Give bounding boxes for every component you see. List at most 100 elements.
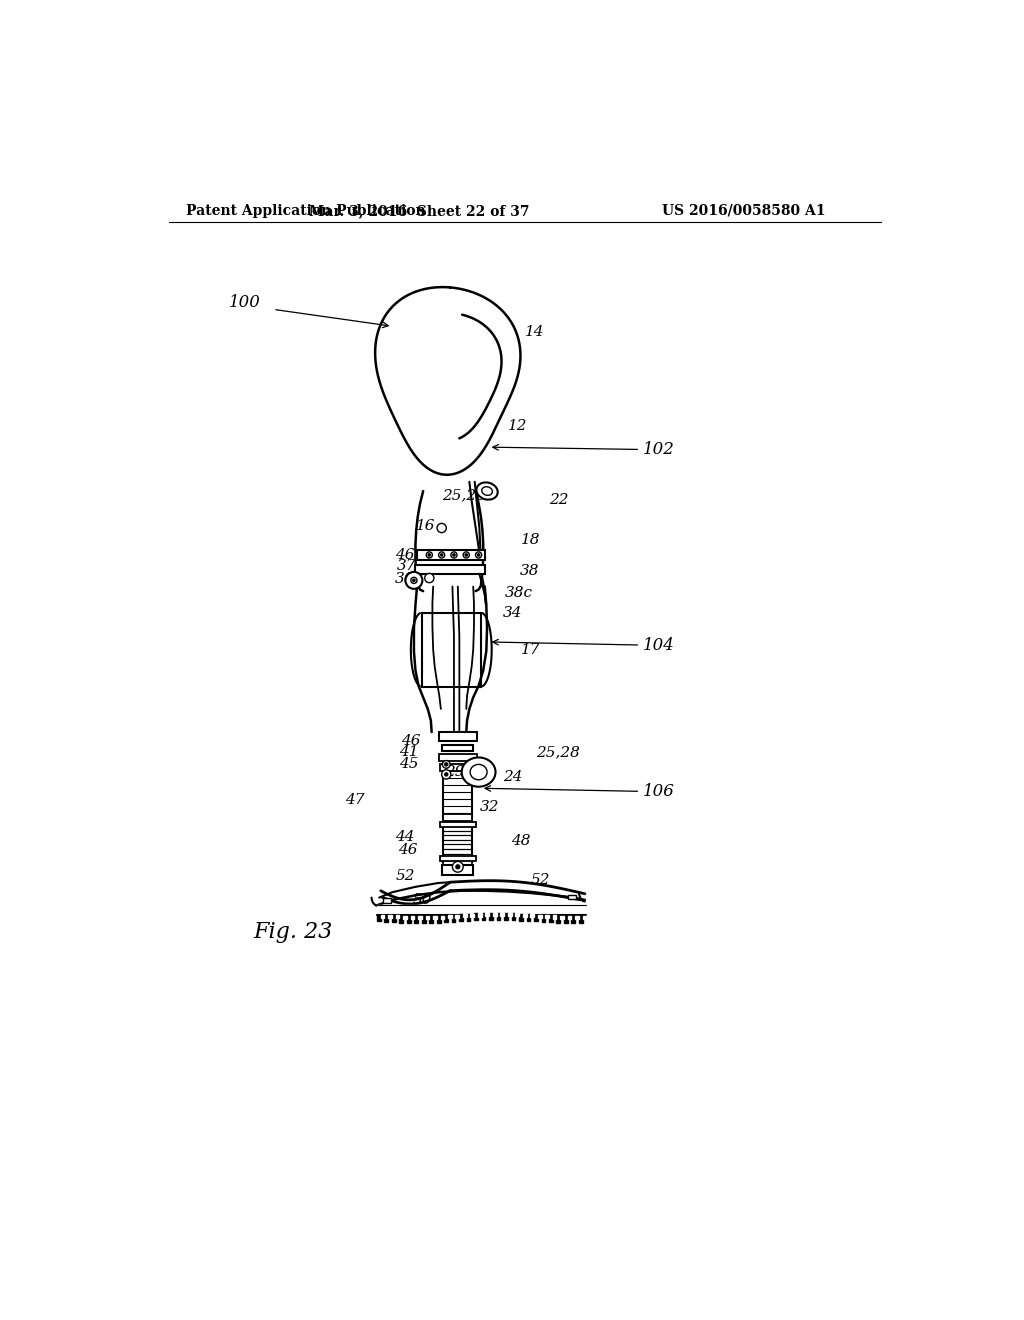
Text: 46: 46 — [397, 843, 417, 857]
Circle shape — [444, 774, 447, 776]
Text: 25,26: 25,26 — [442, 488, 486, 502]
Text: 14: 14 — [524, 325, 545, 339]
Polygon shape — [463, 915, 467, 917]
FancyBboxPatch shape — [440, 822, 475, 826]
Text: 45: 45 — [399, 758, 419, 771]
Polygon shape — [467, 913, 470, 921]
Circle shape — [453, 554, 455, 556]
FancyBboxPatch shape — [416, 565, 484, 574]
Ellipse shape — [462, 758, 496, 787]
Polygon shape — [392, 915, 395, 923]
Circle shape — [411, 577, 417, 583]
Polygon shape — [440, 916, 444, 919]
Polygon shape — [485, 913, 489, 916]
Text: 102: 102 — [643, 441, 675, 458]
Polygon shape — [545, 915, 549, 919]
Circle shape — [442, 760, 451, 768]
Polygon shape — [497, 913, 501, 920]
Polygon shape — [407, 916, 411, 923]
Polygon shape — [388, 915, 392, 919]
Polygon shape — [399, 916, 403, 923]
Polygon shape — [553, 916, 556, 919]
Text: 47: 47 — [345, 793, 365, 807]
FancyBboxPatch shape — [442, 744, 473, 751]
Circle shape — [477, 554, 480, 556]
Polygon shape — [579, 916, 583, 923]
Text: 46: 46 — [394, 548, 414, 562]
Polygon shape — [444, 915, 449, 923]
Polygon shape — [515, 913, 519, 916]
Circle shape — [465, 554, 467, 556]
Text: 18: 18 — [521, 533, 541, 548]
Text: 12: 12 — [508, 420, 527, 433]
Polygon shape — [556, 916, 560, 923]
Polygon shape — [504, 913, 508, 920]
Polygon shape — [512, 913, 515, 920]
Polygon shape — [384, 915, 388, 921]
Text: 25,28: 25,28 — [537, 744, 581, 759]
Polygon shape — [501, 913, 504, 916]
Text: 16: 16 — [416, 520, 435, 533]
Polygon shape — [538, 915, 542, 917]
Polygon shape — [564, 916, 567, 923]
Polygon shape — [411, 916, 415, 919]
FancyBboxPatch shape — [383, 899, 391, 903]
Text: 32: 32 — [480, 800, 500, 813]
Text: Fig. 23: Fig. 23 — [254, 921, 333, 944]
FancyBboxPatch shape — [417, 549, 484, 561]
Text: 36: 36 — [394, 572, 414, 586]
FancyBboxPatch shape — [443, 814, 472, 821]
Polygon shape — [459, 915, 463, 921]
Polygon shape — [377, 915, 381, 921]
Text: 38: 38 — [519, 564, 539, 578]
Polygon shape — [526, 915, 530, 921]
Polygon shape — [489, 913, 493, 920]
Text: 22: 22 — [549, 494, 568, 507]
Polygon shape — [493, 913, 497, 916]
Polygon shape — [452, 915, 456, 921]
Text: Patent Application Publication: Patent Application Publication — [186, 203, 426, 218]
Polygon shape — [449, 915, 452, 919]
Text: 34: 34 — [503, 606, 522, 620]
FancyBboxPatch shape — [440, 764, 475, 771]
Polygon shape — [535, 915, 538, 921]
Polygon shape — [560, 916, 564, 919]
Circle shape — [413, 579, 415, 582]
Text: 44: 44 — [394, 830, 414, 843]
Circle shape — [453, 862, 463, 873]
Polygon shape — [523, 913, 526, 917]
Polygon shape — [395, 915, 399, 919]
FancyBboxPatch shape — [438, 754, 477, 760]
Polygon shape — [575, 916, 579, 919]
Circle shape — [456, 865, 460, 869]
Polygon shape — [437, 916, 440, 923]
Circle shape — [406, 572, 422, 589]
Polygon shape — [474, 913, 478, 920]
Text: Mar. 3, 2016  Sheet 22 of 37: Mar. 3, 2016 Sheet 22 of 37 — [309, 203, 529, 218]
Polygon shape — [583, 916, 587, 919]
Text: 106: 106 — [643, 783, 675, 800]
Text: 17: 17 — [521, 643, 541, 656]
Polygon shape — [481, 913, 485, 920]
Text: 50: 50 — [413, 892, 433, 907]
Ellipse shape — [476, 482, 498, 500]
Text: 100: 100 — [228, 294, 260, 312]
Polygon shape — [567, 916, 571, 919]
Polygon shape — [549, 916, 553, 923]
Polygon shape — [478, 913, 481, 916]
Polygon shape — [530, 915, 535, 917]
FancyBboxPatch shape — [438, 733, 477, 741]
Text: 104: 104 — [643, 636, 675, 653]
Circle shape — [441, 770, 451, 779]
Polygon shape — [456, 915, 459, 917]
Circle shape — [425, 573, 434, 582]
FancyBboxPatch shape — [442, 866, 473, 875]
Polygon shape — [542, 915, 545, 921]
Polygon shape — [508, 913, 512, 916]
Ellipse shape — [481, 487, 493, 495]
Circle shape — [426, 552, 432, 558]
Text: 41: 41 — [399, 744, 419, 759]
Text: 38c: 38c — [505, 586, 532, 601]
Circle shape — [444, 763, 447, 766]
Text: 29: 29 — [445, 766, 465, 779]
